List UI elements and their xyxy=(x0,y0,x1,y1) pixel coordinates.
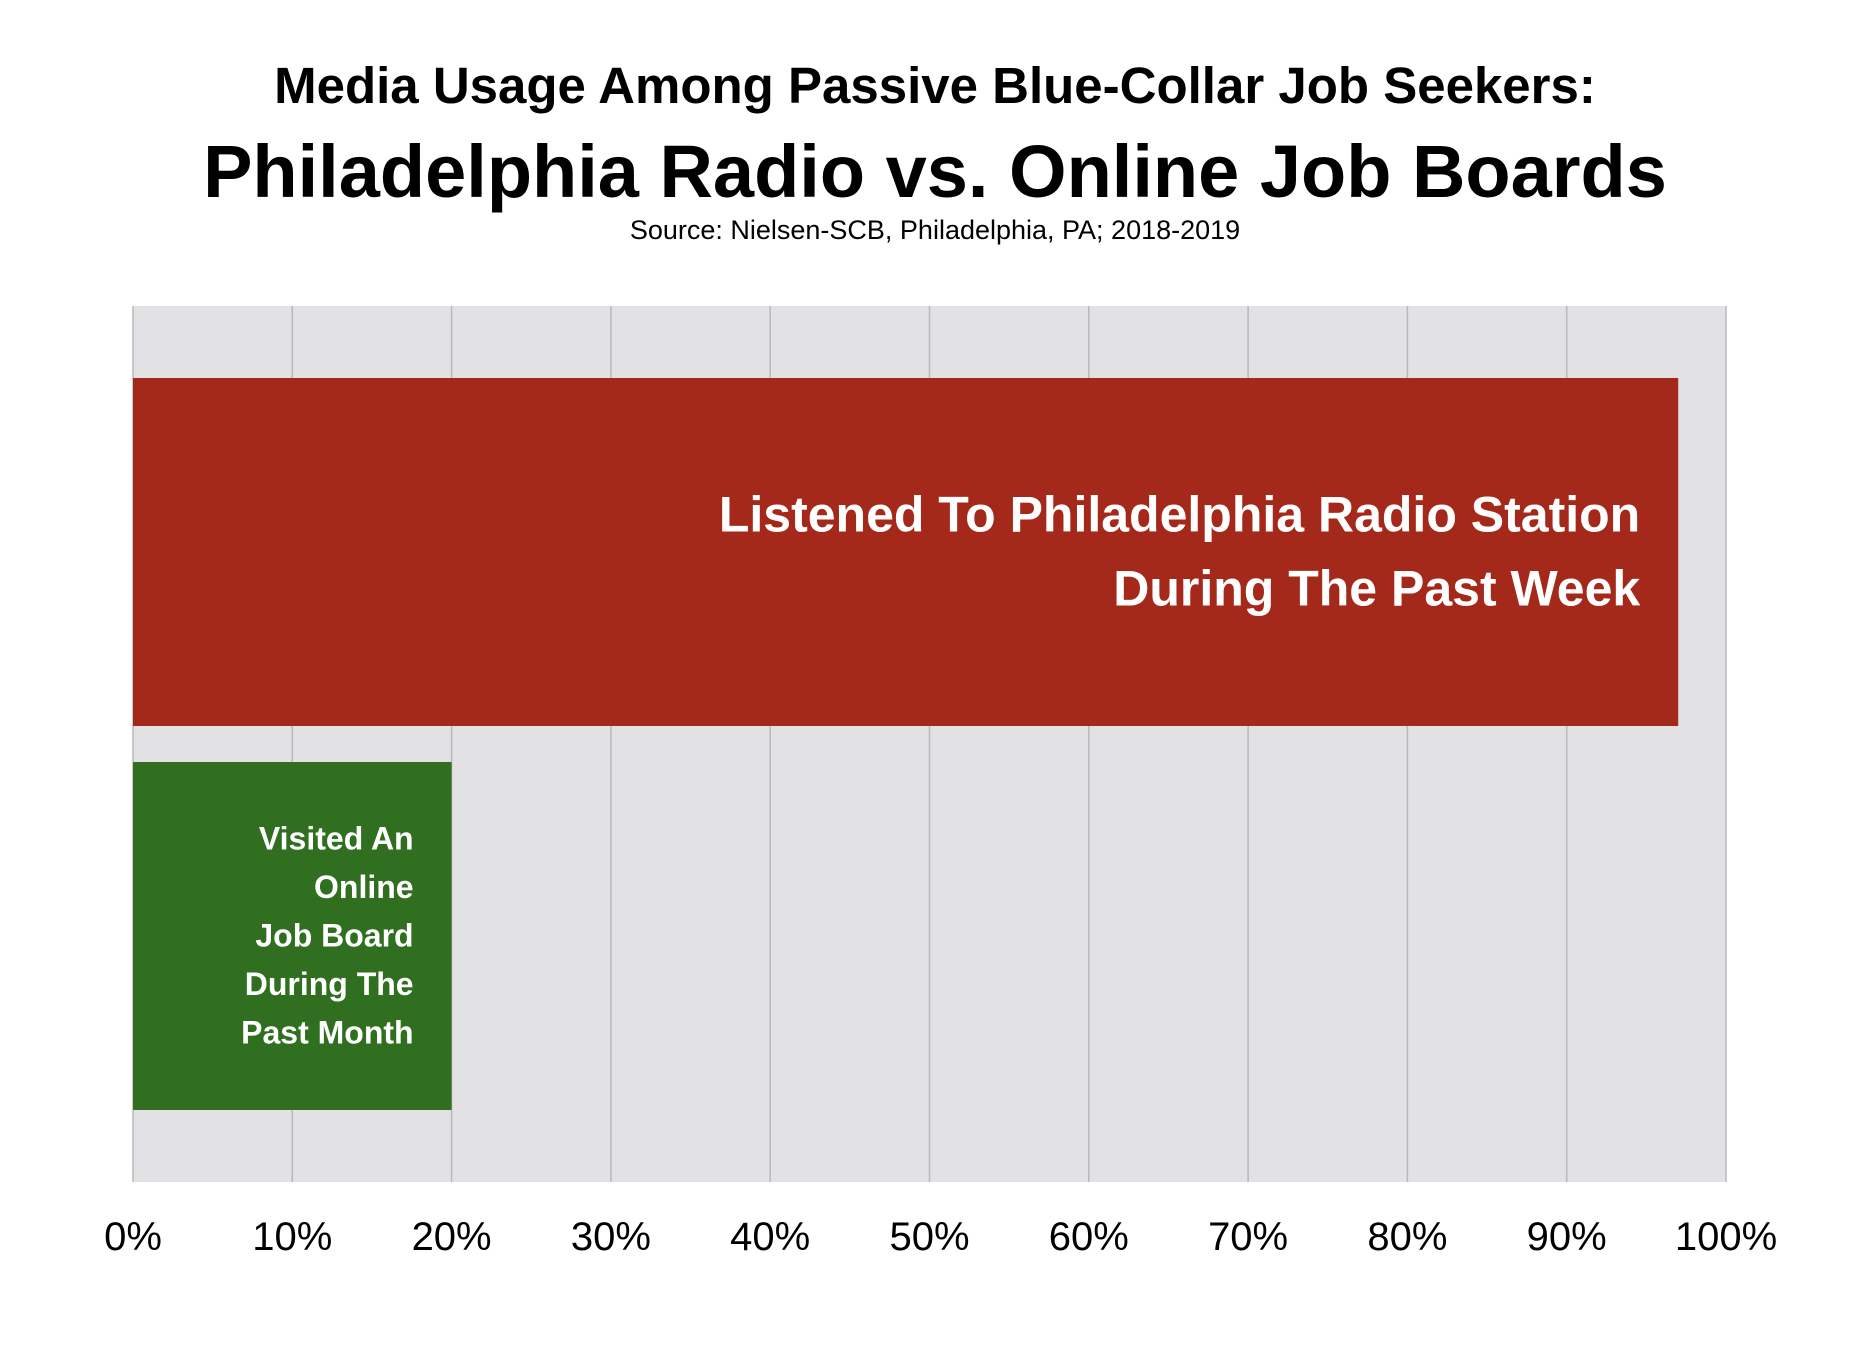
bar-label-line: Job Board xyxy=(255,918,413,954)
x-tick-label: 40% xyxy=(730,1215,810,1259)
bar-label-radio: Listened To Philadelphia Radio Station Du… xyxy=(719,486,1641,616)
bar-label-line: During The xyxy=(245,966,414,1002)
bar-labels: Listened To Philadelphia Radio Station Du… xyxy=(241,486,1640,1050)
chart-title: Media Usage Among Passive Blue-Collar Jo… xyxy=(274,57,1596,114)
x-tick-label: 60% xyxy=(1049,1215,1129,1259)
x-tick-label: 10% xyxy=(252,1215,332,1259)
x-tick-label: 100% xyxy=(1675,1215,1777,1259)
x-tick-label: 0% xyxy=(104,1215,162,1259)
x-tick-label: 70% xyxy=(1208,1215,1288,1259)
x-tick-label: 50% xyxy=(889,1215,969,1259)
bar-label-line: Past Month xyxy=(241,1015,413,1051)
bar-label-line: Listened To Philadelphia Radio Station xyxy=(719,486,1640,542)
bar-job-board xyxy=(133,762,452,1110)
x-tick-label: 80% xyxy=(1367,1215,1447,1259)
x-tick-label: 30% xyxy=(571,1215,651,1259)
chart-source: Source: Nielsen-SCB, Philadelphia, PA; 2… xyxy=(629,215,1241,245)
bar-label-job-board: Visited An Online Job Board During The Past … xyxy=(241,821,413,1051)
x-tick-label: 20% xyxy=(412,1215,492,1259)
x-tick-label: 90% xyxy=(1527,1215,1607,1259)
bar-label-line: During The Past Week xyxy=(1113,560,1640,616)
bar-label-line: Visited An xyxy=(259,821,414,857)
chart-subtitle: Philadelphia Radio vs. Online Job Boards xyxy=(203,130,1667,213)
bars xyxy=(133,378,1679,1110)
x-axis-ticks: 0% 10% 20% 30% 40% 50% 60% 70% 80% 90% 100% xyxy=(104,1215,1777,1259)
bar-label-line: Online xyxy=(314,869,414,905)
bar-radio xyxy=(133,378,1679,726)
